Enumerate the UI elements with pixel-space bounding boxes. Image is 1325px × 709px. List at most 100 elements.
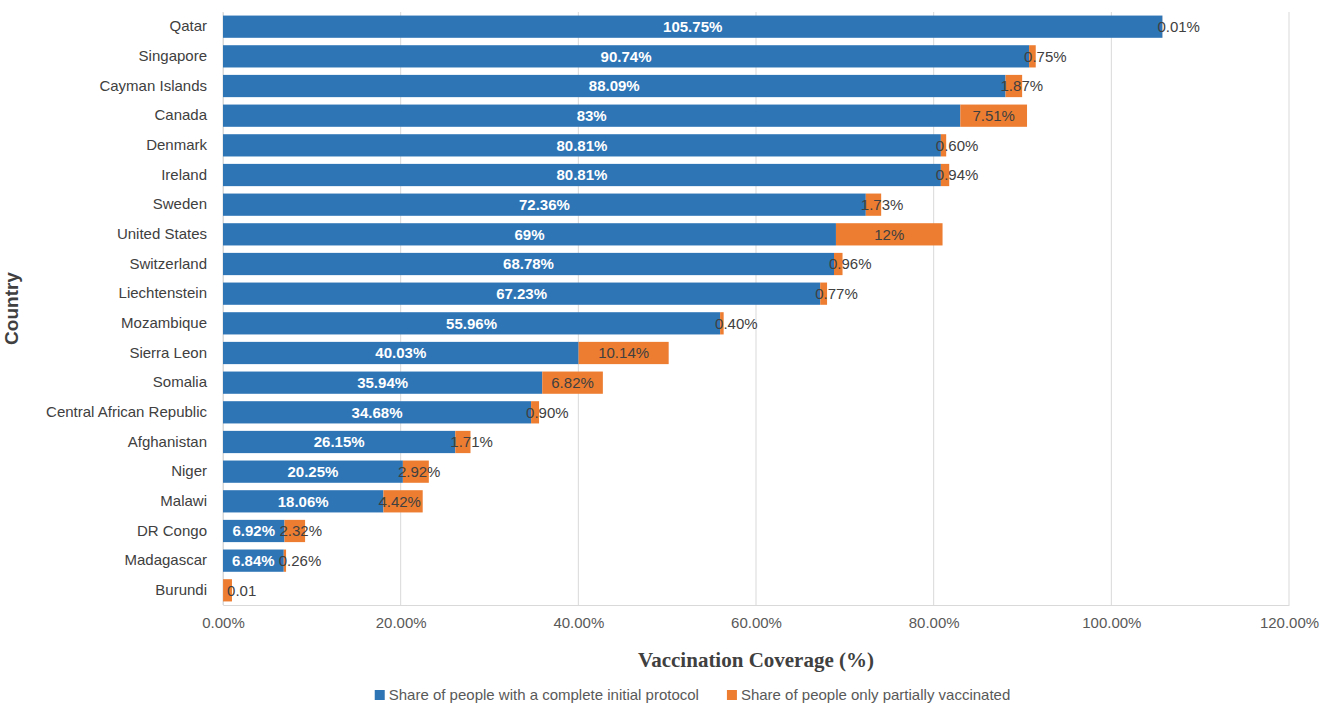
x-axis-line bbox=[224, 605, 1290, 606]
data-label: 1.73% bbox=[861, 196, 904, 213]
data-label: 2.92% bbox=[398, 463, 441, 480]
data-label: 80.81% bbox=[556, 137, 607, 154]
data-label: 40.03% bbox=[375, 344, 426, 361]
y-tick: Liechtenstein bbox=[119, 284, 223, 301]
bars bbox=[223, 16, 1163, 602]
data-label: 0.75% bbox=[1024, 48, 1067, 65]
legend-label: Share of people only partially vaccinate… bbox=[741, 686, 1010, 703]
y-tick-label: United States bbox=[117, 225, 207, 242]
data-label: 0.77% bbox=[815, 285, 858, 302]
grid-line bbox=[756, 12, 757, 605]
data-label: 34.68% bbox=[352, 404, 403, 421]
data-label: 6.82% bbox=[551, 374, 594, 391]
data-label: 12% bbox=[874, 226, 904, 243]
series-1 bbox=[223, 16, 1162, 602]
data-label: 18.06% bbox=[278, 493, 329, 510]
y-tick: Sweden bbox=[153, 195, 223, 212]
y-axis-line bbox=[223, 13, 224, 606]
y-tick-label: Central African Republic bbox=[46, 403, 207, 420]
data-label: 6.92% bbox=[232, 522, 275, 539]
legend-swatch bbox=[375, 690, 385, 700]
bar bbox=[223, 134, 941, 156]
y-tick-label: Singapore bbox=[139, 47, 207, 64]
y-tick-label: Liechtenstein bbox=[119, 284, 207, 301]
bar bbox=[223, 105, 960, 127]
y-tick-label: Mozambique bbox=[121, 314, 207, 331]
x-tick: 80.00% bbox=[909, 605, 960, 631]
legend-item: Share of people only partially vaccinate… bbox=[727, 686, 1010, 703]
y-tick-label: Denmark bbox=[146, 136, 207, 153]
bar bbox=[223, 431, 455, 453]
bar bbox=[579, 342, 669, 364]
data-label: 20.25% bbox=[288, 463, 339, 480]
legend-item: Share of people with a complete initial … bbox=[375, 686, 699, 703]
y-tick-label: Switzerland bbox=[129, 255, 207, 272]
y-tick-label: Sweden bbox=[153, 195, 207, 212]
data-label: 72.36% bbox=[519, 196, 570, 213]
x-tick-label: 120.00% bbox=[1260, 614, 1319, 631]
data-label: 1.87% bbox=[1001, 77, 1044, 94]
data-label: 4.42% bbox=[378, 493, 421, 510]
y-tick: Sierra Leon bbox=[129, 344, 223, 361]
y-tick: Burundi bbox=[155, 581, 223, 598]
x-tick-label: 40.00% bbox=[553, 614, 604, 631]
legend-swatch bbox=[727, 690, 737, 700]
grid bbox=[223, 12, 1289, 605]
bar bbox=[223, 372, 542, 394]
data-label: 80.81% bbox=[556, 166, 607, 183]
y-axis: QatarSingaporeCayman IslandsCanadaDenmar… bbox=[46, 13, 223, 606]
y-axis-title: Country bbox=[1, 272, 22, 345]
grid-line bbox=[223, 12, 224, 605]
y-tick: Malawi bbox=[160, 492, 223, 509]
bar bbox=[223, 223, 836, 245]
y-tick: Canada bbox=[154, 106, 223, 123]
legend-label: Share of people with a complete initial … bbox=[389, 686, 699, 703]
data-label: 26.15% bbox=[314, 433, 365, 450]
y-tick-label: Burundi bbox=[155, 581, 207, 598]
grid-line bbox=[1289, 12, 1290, 605]
data-label: 0.40% bbox=[715, 315, 758, 332]
data-label: 0.01 bbox=[227, 582, 256, 599]
grid-line bbox=[578, 12, 579, 605]
bar bbox=[960, 105, 1027, 127]
data-label: 6.84% bbox=[232, 552, 275, 569]
y-tick-label: DR Congo bbox=[137, 522, 207, 539]
data-label: 7.51% bbox=[972, 107, 1015, 124]
y-tick: Somalia bbox=[153, 373, 223, 390]
data-label: 68.78% bbox=[503, 255, 554, 272]
y-tick: Singapore bbox=[139, 47, 223, 64]
x-tick-label: 0.00% bbox=[202, 614, 245, 631]
grid-line bbox=[933, 12, 934, 605]
bar bbox=[223, 520, 284, 542]
x-axis-title: Vaccination Coverage (%) bbox=[638, 648, 874, 672]
data-label: 55.96% bbox=[446, 315, 497, 332]
y-tick-label: Sierra Leon bbox=[129, 344, 207, 361]
data-label: 0.26% bbox=[279, 552, 322, 569]
data-label: 83% bbox=[577, 107, 607, 124]
grid-line bbox=[1111, 12, 1112, 605]
bar bbox=[223, 164, 941, 186]
chart: 0.00%20.00%40.00%60.00%80.00%100.00%120.… bbox=[0, 0, 1325, 709]
data-label: 90.74% bbox=[601, 48, 652, 65]
x-tick: 60.00% bbox=[731, 605, 782, 631]
x-tick: 100.00% bbox=[1082, 605, 1141, 631]
y-tick: Central African Republic bbox=[46, 403, 223, 420]
x-tick-label: 80.00% bbox=[909, 614, 960, 631]
y-tick: Ireland bbox=[161, 166, 223, 183]
bar bbox=[223, 461, 403, 483]
y-tick: Niger bbox=[171, 462, 223, 479]
bar bbox=[223, 45, 1029, 67]
data-label: 69% bbox=[514, 226, 544, 243]
bar bbox=[223, 16, 1162, 38]
y-tick-label: Niger bbox=[171, 462, 207, 479]
series-0 bbox=[223, 16, 1162, 602]
data-label: 0.94% bbox=[936, 166, 979, 183]
data-label: 0.01% bbox=[1157, 18, 1200, 35]
x-axis: 0.00%20.00%40.00%60.00%80.00%100.00%120.… bbox=[202, 605, 1319, 631]
bar bbox=[223, 75, 1006, 97]
y-tick-label: Malawi bbox=[160, 492, 207, 509]
x-tick: 40.00% bbox=[553, 605, 604, 631]
bar bbox=[223, 253, 834, 275]
y-tick-label: Madagascar bbox=[124, 551, 207, 568]
data-label: 88.09% bbox=[589, 77, 640, 94]
